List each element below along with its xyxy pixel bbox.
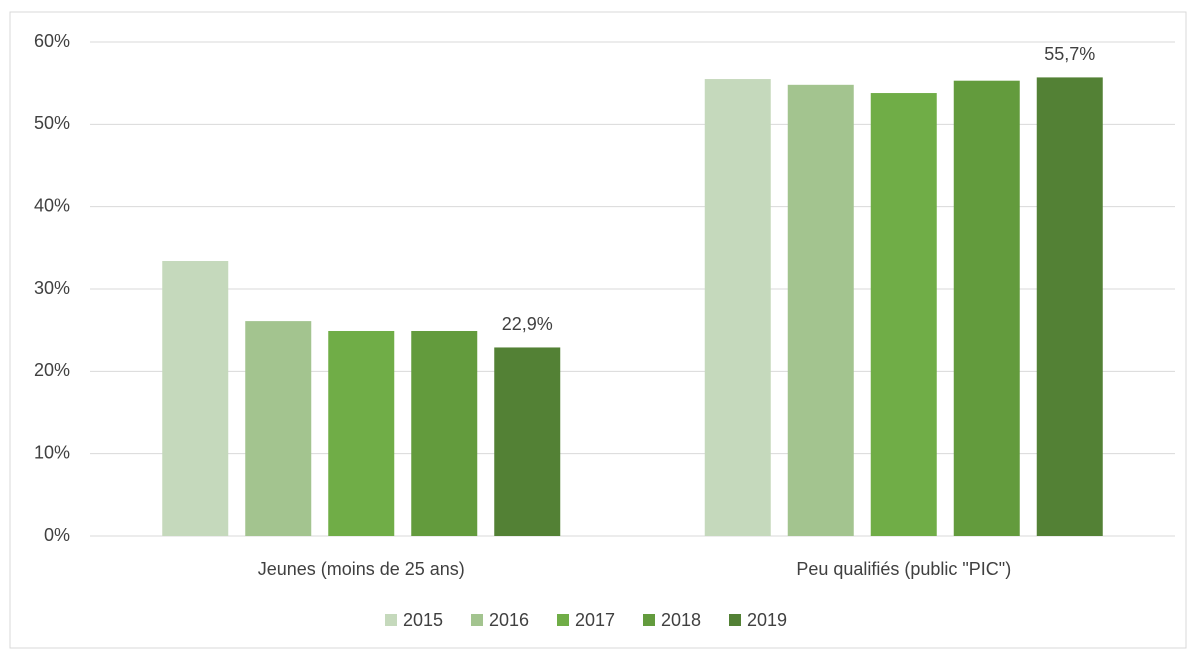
legend-swatch: [643, 614, 655, 626]
bar: [245, 321, 312, 536]
bar: [411, 330, 478, 536]
data-label: 55,7%: [1044, 44, 1095, 64]
legend-label: 2015: [403, 610, 443, 630]
y-tick-label: 60%: [34, 31, 70, 51]
bar: [328, 330, 395, 536]
legend-swatch: [729, 614, 741, 626]
bar: [494, 347, 561, 536]
legend-swatch: [471, 614, 483, 626]
y-tick-label: 50%: [34, 113, 70, 133]
y-tick-label: 0%: [44, 525, 70, 545]
bar: [953, 80, 1020, 537]
bar: [162, 261, 229, 536]
legend-label: 2016: [489, 610, 529, 630]
bar: [787, 84, 854, 537]
legend-label: 2017: [575, 610, 615, 630]
data-label: 22,9%: [502, 314, 553, 334]
chart-border: [9, 11, 1187, 649]
y-tick-label: 20%: [34, 360, 70, 380]
y-tick-label: 30%: [34, 278, 70, 298]
legend-label: 2019: [747, 610, 787, 630]
legend-swatch: [385, 614, 397, 626]
bar: [870, 93, 937, 537]
bar: [1036, 77, 1103, 537]
legend-label: 2018: [661, 610, 701, 630]
legend-swatch: [557, 614, 569, 626]
x-tick-label: Jeunes (moins de 25 ans): [258, 559, 465, 579]
y-tick-label: 10%: [34, 442, 70, 462]
bar: [704, 79, 771, 537]
y-tick-label: 40%: [34, 195, 70, 215]
x-tick-label: Peu qualifiés (public "PIC"): [796, 559, 1011, 579]
